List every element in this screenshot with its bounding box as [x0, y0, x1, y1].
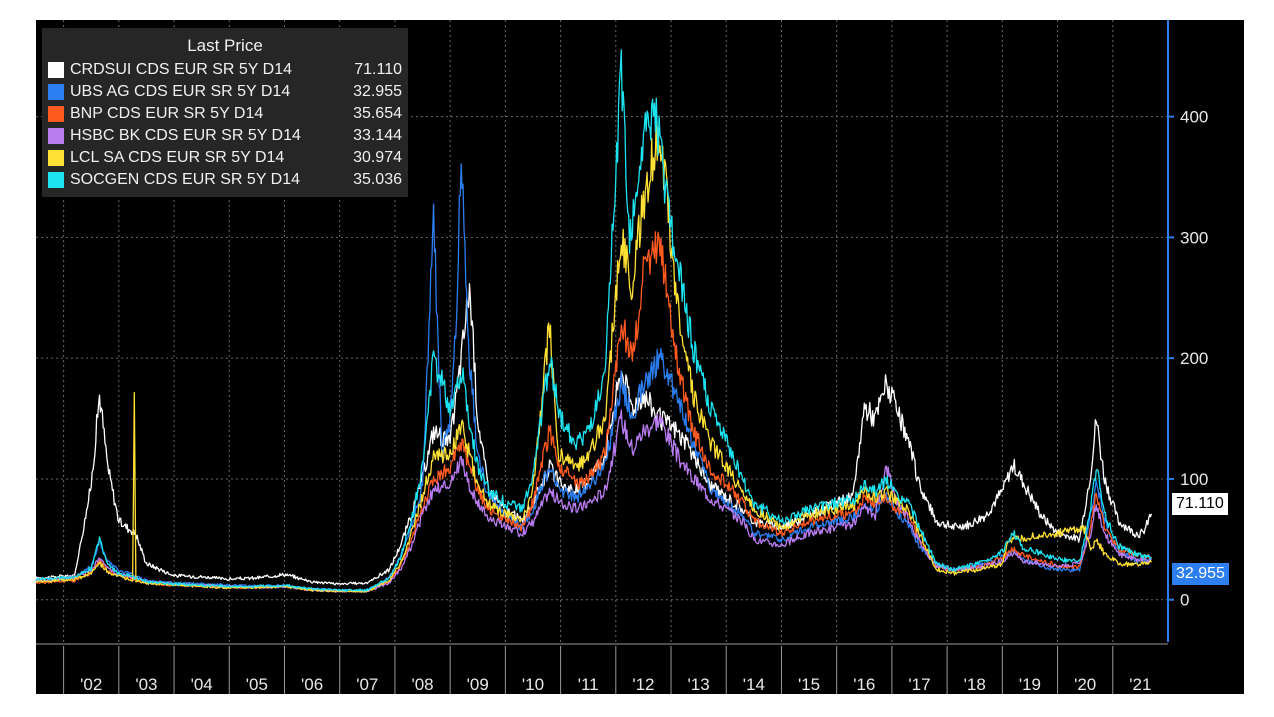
x-tick-label: '08 — [411, 675, 433, 694]
legend-entry: SOCGEN CDS EUR SR 5Y D14 35.036 — [48, 169, 402, 191]
legend-last-price: 32.955 — [353, 83, 402, 100]
x-tick-label: '09 — [467, 675, 489, 694]
x-tick-label: '06 — [301, 675, 323, 694]
legend-series-name: LCL SA CDS EUR SR 5Y D14 — [70, 149, 285, 166]
y-tick-label: 400 — [1180, 108, 1208, 127]
legend-swatch — [48, 150, 64, 166]
legend-entry: HSBC BK CDS EUR SR 5Y D14 33.144 — [48, 125, 402, 147]
legend-swatch — [48, 84, 64, 100]
series-line — [36, 231, 1152, 593]
legend-swatch — [48, 172, 64, 188]
legend-series-name: SOCGEN CDS EUR SR 5Y D14 — [70, 171, 300, 188]
x-tick-label: '02 — [80, 675, 102, 694]
y-tick-label: 0 — [1180, 591, 1189, 610]
last-price-tag: 32.955 — [1172, 562, 1229, 585]
x-tick-label: '17 — [908, 675, 930, 694]
legend-entry: BNP CDS EUR SR 5Y D14 35.654 — [48, 103, 402, 125]
legend-swatch — [48, 128, 64, 144]
legend-last-price: 71.110 — [354, 61, 402, 78]
y-tick-label: 200 — [1180, 349, 1208, 368]
x-tick-label: '16 — [853, 675, 875, 694]
x-tick-label: '21 — [1129, 675, 1151, 694]
legend-swatch — [48, 62, 64, 78]
x-tick-label: '10 — [522, 675, 544, 694]
x-tick-label: '19 — [1019, 675, 1041, 694]
x-tick-label: '15 — [798, 675, 820, 694]
legend-series-name: CRDSUI CDS EUR SR 5Y D14 — [70, 61, 292, 78]
legend-series-name: UBS AG CDS EUR SR 5Y D14 — [70, 83, 291, 100]
legend-last-price: 35.036 — [353, 171, 402, 188]
x-tick-label: '04 — [191, 675, 213, 694]
x-tick-label: '14 — [743, 675, 765, 694]
x-tick-label: '03 — [135, 675, 157, 694]
legend-series-name: HSBC BK CDS EUR SR 5Y D14 — [70, 127, 301, 144]
series-line — [35, 283, 1153, 586]
x-tick-label: '12 — [632, 675, 654, 694]
series-line — [35, 49, 1152, 592]
x-tick-label: '11 — [578, 675, 599, 694]
x-tick-label: '13 — [688, 675, 710, 694]
legend-last-price: 33.144 — [353, 127, 402, 144]
y-tick-label: 100 — [1180, 470, 1208, 489]
legend-entry: LCL SA CDS EUR SR 5Y D14 30.974 — [48, 147, 402, 169]
legend-title: Last Price — [187, 36, 263, 55]
legend-series-name: BNP CDS EUR SR 5Y D14 — [70, 105, 264, 122]
legend-entry: UBS AG CDS EUR SR 5Y D14 32.955 — [48, 81, 402, 103]
series-line — [35, 163, 1152, 592]
last-price-tag: 71.110 — [1172, 492, 1228, 515]
legend-entry: CRDSUI CDS EUR SR 5Y D14 71.110 — [48, 59, 402, 81]
x-tick-label: '05 — [246, 675, 268, 694]
legend: Last Price CRDSUI CDS EUR SR 5Y D14 71.11… — [42, 28, 408, 197]
legend-last-price: 35.654 — [353, 105, 402, 122]
x-tick-label: '20 — [1074, 675, 1096, 694]
x-tick-label: '07 — [356, 675, 378, 694]
legend-last-price: 30.974 — [353, 149, 402, 166]
x-tick-label: '18 — [964, 675, 986, 694]
y-tick-label: 300 — [1180, 228, 1208, 247]
legend-swatch — [48, 106, 64, 122]
